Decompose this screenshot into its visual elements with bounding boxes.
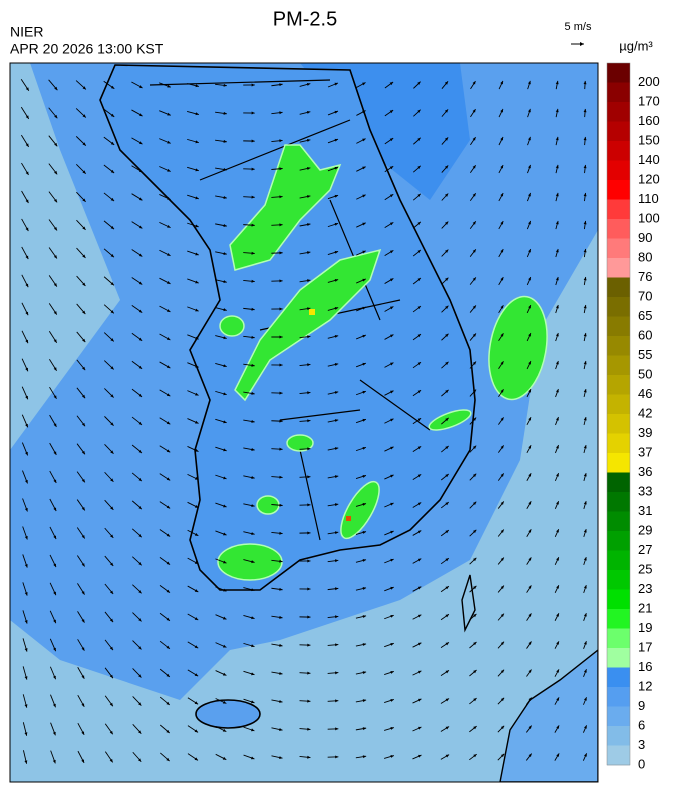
colorbar-label: 110: [638, 191, 659, 206]
colorbar-label: 50: [638, 366, 652, 381]
colorbar-label: 37: [638, 444, 652, 459]
colorbar: 2001701601501401201101009080767065605550…: [607, 63, 660, 771]
colorbar-segment: [607, 336, 630, 356]
colorbar-segment: [607, 746, 630, 766]
colorbar-label: 31: [638, 503, 652, 518]
colorbar-segment: [607, 395, 630, 415]
colorbar-segment: [607, 609, 630, 629]
colorbar-segment: [607, 570, 630, 590]
colorbar-label: 21: [638, 600, 652, 615]
colorbar-label: 29: [638, 522, 652, 537]
wind-scale-arrowhead: [580, 42, 584, 46]
wind-scale-label: 5 m/s: [565, 21, 592, 33]
colorbar-label: 12: [638, 678, 652, 693]
colorbar-label: 200: [638, 74, 660, 89]
colorbar-segment: [607, 531, 630, 551]
colorbar-segment: [607, 375, 630, 395]
colorbar-label: 46: [638, 386, 652, 401]
colorbar-segment: [607, 707, 630, 727]
colorbar-segment: [607, 102, 630, 122]
colorbar-label: 6: [638, 717, 645, 732]
colorbar-segment: [607, 434, 630, 454]
colorbar-label: 70: [638, 288, 652, 303]
colorbar-label: 150: [638, 132, 660, 147]
colorbar-segment: [607, 239, 630, 259]
colorbar-segment: [607, 278, 630, 298]
colorbar-segment: [607, 512, 630, 532]
colorbar-label: 140: [638, 152, 660, 167]
colorbar-segment: [607, 492, 630, 512]
colorbar-label: 9: [638, 698, 645, 713]
colorbar-segment: [607, 258, 630, 278]
colorbar-segment: [607, 161, 630, 181]
colorbar-segment: [607, 726, 630, 746]
hotspot: [309, 309, 315, 315]
hotspot: [346, 516, 351, 521]
colorbar-label: 170: [638, 93, 660, 108]
colorbar-segment: [607, 551, 630, 571]
colorbar-segment: [607, 63, 630, 83]
colorbar-segment: [607, 180, 630, 200]
map: [10, 63, 598, 782]
colorbar-label: 3: [638, 737, 645, 752]
colorbar-label: 100: [638, 210, 660, 225]
colorbar-segment: [607, 473, 630, 493]
colorbar-label: 0: [638, 756, 645, 771]
colorbar-segment: [607, 141, 630, 161]
colorbar-segment: [607, 317, 630, 337]
colorbar-label: 120: [638, 171, 660, 186]
colorbar-segment: [607, 200, 630, 220]
colorbar-label: 36: [638, 464, 652, 479]
colorbar-segment: [607, 629, 630, 649]
colorbar-label: 76: [638, 269, 652, 284]
title: PM-2.5: [273, 8, 337, 30]
colorbar-label: 60: [638, 327, 652, 342]
colorbar-segment: [607, 687, 630, 707]
colorbar-label: 65: [638, 308, 652, 323]
colorbar-segment: [607, 668, 630, 688]
colorbar-label: 23: [638, 581, 652, 596]
colorbar-label: 17: [638, 639, 652, 654]
colorbar-label: 25: [638, 561, 652, 576]
colorbar-segment: [607, 356, 630, 376]
colorbar-label: 90: [638, 230, 652, 245]
agency: NIER: [10, 24, 43, 40]
colorbar-segment: [607, 453, 630, 473]
colorbar-label: 27: [638, 542, 652, 557]
datetime: APR 20 2026 13:00 KST: [10, 41, 164, 57]
colorbar-label: 19: [638, 620, 652, 635]
colorbar-segment: [607, 83, 630, 103]
colorbar-segment: [607, 414, 630, 434]
legend-unit: µg/m³: [619, 38, 653, 53]
colorbar-segment: [607, 297, 630, 317]
colorbar-label: 160: [638, 113, 660, 128]
jeju-island: [196, 700, 260, 728]
colorbar-label: 39: [638, 425, 652, 440]
colorbar-segment: [607, 122, 630, 142]
colorbar-label: 55: [638, 347, 652, 362]
colorbar-label: 42: [638, 405, 652, 420]
colorbar-segment: [607, 219, 630, 239]
colorbar-label: 33: [638, 483, 652, 498]
colorbar-segment: [607, 590, 630, 610]
colorbar-segment: [607, 648, 630, 668]
colorbar-label: 80: [638, 249, 652, 264]
colorbar-label: 16: [638, 659, 652, 674]
